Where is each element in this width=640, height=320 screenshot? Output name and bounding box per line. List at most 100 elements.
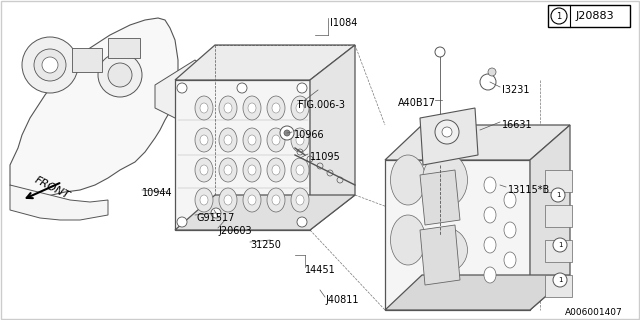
- Ellipse shape: [224, 195, 232, 205]
- Ellipse shape: [504, 222, 516, 238]
- Ellipse shape: [200, 195, 208, 205]
- Ellipse shape: [291, 96, 309, 120]
- Ellipse shape: [224, 135, 232, 145]
- Circle shape: [177, 217, 187, 227]
- Polygon shape: [420, 225, 460, 285]
- Ellipse shape: [422, 228, 467, 273]
- Text: 13115*B: 13115*B: [508, 185, 550, 195]
- Ellipse shape: [267, 158, 285, 182]
- Ellipse shape: [484, 237, 496, 253]
- Ellipse shape: [291, 188, 309, 212]
- Text: 31250: 31250: [250, 240, 281, 250]
- Circle shape: [22, 37, 78, 93]
- Text: FRONT: FRONT: [33, 175, 71, 201]
- Circle shape: [34, 49, 66, 81]
- Ellipse shape: [484, 267, 496, 283]
- Polygon shape: [10, 185, 108, 220]
- Ellipse shape: [504, 192, 516, 208]
- Polygon shape: [545, 275, 572, 297]
- Ellipse shape: [390, 215, 426, 265]
- Ellipse shape: [219, 96, 237, 120]
- Text: G91517: G91517: [196, 213, 234, 223]
- Circle shape: [280, 126, 294, 140]
- Ellipse shape: [248, 195, 256, 205]
- Polygon shape: [385, 160, 530, 310]
- Polygon shape: [545, 240, 572, 262]
- Ellipse shape: [291, 158, 309, 182]
- Ellipse shape: [504, 252, 516, 268]
- Circle shape: [297, 83, 307, 93]
- Text: A40B17: A40B17: [398, 98, 436, 108]
- Ellipse shape: [248, 135, 256, 145]
- Text: 11095: 11095: [310, 152, 340, 162]
- Ellipse shape: [243, 128, 261, 152]
- Ellipse shape: [291, 128, 309, 152]
- Ellipse shape: [390, 155, 426, 205]
- Polygon shape: [385, 125, 570, 160]
- Ellipse shape: [224, 103, 232, 113]
- Ellipse shape: [195, 96, 213, 120]
- Ellipse shape: [243, 158, 261, 182]
- Text: 10944: 10944: [142, 188, 173, 198]
- Ellipse shape: [272, 135, 280, 145]
- Polygon shape: [545, 205, 572, 227]
- Circle shape: [284, 130, 290, 136]
- Text: 1: 1: [557, 277, 563, 283]
- Circle shape: [177, 83, 187, 93]
- Circle shape: [553, 273, 567, 287]
- Ellipse shape: [219, 128, 237, 152]
- Circle shape: [297, 217, 307, 227]
- Text: 14451: 14451: [305, 265, 336, 275]
- Polygon shape: [310, 45, 355, 230]
- Polygon shape: [175, 195, 355, 230]
- Ellipse shape: [422, 153, 467, 207]
- Ellipse shape: [219, 158, 237, 182]
- Circle shape: [442, 127, 452, 137]
- Text: 1: 1: [556, 12, 562, 20]
- Circle shape: [553, 238, 567, 252]
- Ellipse shape: [484, 207, 496, 223]
- Ellipse shape: [296, 195, 304, 205]
- Ellipse shape: [243, 96, 261, 120]
- Ellipse shape: [267, 96, 285, 120]
- Circle shape: [480, 74, 496, 90]
- Circle shape: [42, 57, 58, 73]
- Polygon shape: [530, 125, 570, 310]
- Ellipse shape: [195, 158, 213, 182]
- Circle shape: [211, 208, 221, 218]
- Circle shape: [435, 120, 459, 144]
- Circle shape: [551, 188, 565, 202]
- Ellipse shape: [272, 103, 280, 113]
- Ellipse shape: [200, 165, 208, 175]
- Polygon shape: [155, 60, 215, 118]
- Circle shape: [435, 47, 445, 57]
- Circle shape: [108, 63, 132, 87]
- Polygon shape: [72, 48, 102, 72]
- Ellipse shape: [219, 188, 237, 212]
- Circle shape: [551, 8, 567, 24]
- Text: FIG.006-3: FIG.006-3: [298, 100, 345, 110]
- Text: 1: 1: [557, 242, 563, 248]
- Text: I1084: I1084: [330, 18, 357, 28]
- Polygon shape: [545, 170, 572, 192]
- Ellipse shape: [200, 135, 208, 145]
- Polygon shape: [420, 108, 478, 165]
- Text: 16631: 16631: [502, 120, 532, 130]
- Circle shape: [488, 68, 496, 76]
- Text: J20603: J20603: [218, 226, 252, 236]
- Text: J20883: J20883: [576, 11, 614, 21]
- Polygon shape: [10, 18, 178, 198]
- Text: I3231: I3231: [502, 85, 529, 95]
- Ellipse shape: [195, 188, 213, 212]
- Ellipse shape: [224, 165, 232, 175]
- Circle shape: [98, 53, 142, 97]
- Ellipse shape: [267, 128, 285, 152]
- Ellipse shape: [272, 165, 280, 175]
- Ellipse shape: [267, 188, 285, 212]
- Ellipse shape: [296, 165, 304, 175]
- Text: 10966: 10966: [294, 130, 324, 140]
- Ellipse shape: [248, 165, 256, 175]
- Ellipse shape: [248, 103, 256, 113]
- Ellipse shape: [200, 103, 208, 113]
- Ellipse shape: [272, 195, 280, 205]
